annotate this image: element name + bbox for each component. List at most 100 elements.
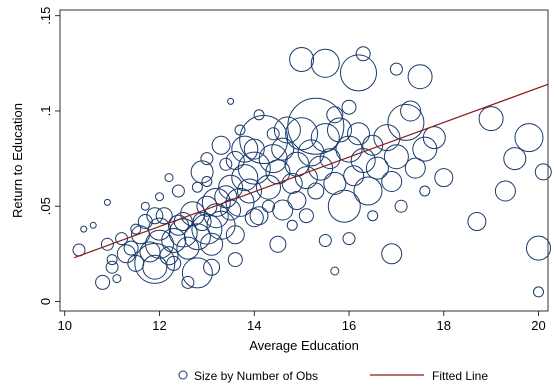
bubble-point [234,124,246,136]
x-axis-title: Average Education [249,338,359,353]
bubble-series [72,46,552,298]
bubble-point [227,97,235,105]
bubble-point [467,212,487,231]
bubble-point [106,254,118,266]
y-axis: 0 .05 .1 .15 [38,7,60,305]
bubble-point [343,165,365,187]
bubble-point [145,229,174,259]
x-tick-label: 10 [58,318,72,333]
bubble-point [244,208,264,228]
bubble-point [373,124,401,152]
x-tick-label: 16 [342,318,356,333]
bubble-point [155,192,164,202]
bubble-point [381,171,403,192]
bubble-point [367,210,379,222]
bubble-point [323,171,347,195]
bubble-point [225,225,245,245]
bubble-point [211,135,231,155]
bubble-point [190,160,214,184]
bubble-point [256,174,281,200]
bubble-point [533,286,544,298]
y-tick-label: .1 [38,106,53,117]
bubble-point [503,147,527,171]
bubble-point [294,166,318,190]
y-axis-title: Return to Education [10,103,25,218]
bubble-point [243,138,265,160]
bubble-point [307,182,325,200]
plot-frame [59,9,549,312]
bubble-point [203,203,229,229]
bubble-point [201,187,231,217]
bubble-point [253,109,265,121]
bubble-point [231,135,259,163]
legend-line-label: Fitted Line [432,369,488,383]
bubble-point [176,236,200,260]
y-tick-label: .15 [38,7,53,25]
bubble-point [404,157,426,179]
y-tick-label: .05 [38,197,53,215]
x-axis: 10 12 14 16 18 20 [58,311,546,333]
bubble-point [201,176,213,187]
legend: Size by Number of Obs Fitted Line [178,369,488,383]
bubble-point [269,235,287,253]
bubble-point [526,235,551,261]
bubble-point [249,206,269,226]
bubble-point [355,46,371,62]
bubble-point [262,199,275,213]
bubble-point [181,257,213,289]
bubble-point [327,117,352,143]
bubble-point [265,159,291,185]
bubble-point [494,180,516,202]
bubble-point [155,207,173,225]
bubble-point [112,274,122,284]
bubble-point [389,62,403,76]
bubble-point [164,173,174,183]
bubble-point [434,168,454,188]
bubble-point [181,275,195,289]
bubble-point [478,106,504,132]
bubble-point [196,195,218,217]
bubble-point [326,106,344,124]
bubble-point [95,274,111,290]
bubble-point [327,189,361,223]
bubble-point [171,184,185,198]
bubble-point [200,232,224,256]
bubble-point [266,127,280,141]
bubble-point [335,135,363,163]
bubble-point [285,117,319,151]
bubble-point [287,97,345,155]
bubble-point [387,103,425,141]
bubble-point [231,164,259,192]
bubble-point [534,163,552,181]
bubble-point [340,54,377,92]
bubble-point [200,152,214,166]
bubble-point [281,172,303,194]
bubble-point [146,207,164,225]
bubble-point [159,246,179,266]
bubble-point [80,225,88,233]
bubble-point [237,178,262,204]
bubble-point [365,156,389,180]
bubble-point [142,254,168,280]
bubble-point [258,144,288,174]
bubble-point [310,48,340,78]
legend-bubble-swatch [178,370,188,380]
bubble-point [191,213,223,245]
bubble-point [273,116,301,144]
y-tick-label: 0 [38,298,53,305]
plot-area [59,9,552,312]
bubble-point [237,151,271,185]
bubble-point [218,174,244,200]
bubble-point [134,242,176,284]
bubble-point [381,243,403,265]
bubble-point [271,137,295,161]
bubble-point [214,185,238,209]
bubble-point [123,240,139,256]
bubble-point [412,136,438,162]
bubble-point [330,266,340,276]
legend-bubble-label: Size by Number of Obs [194,369,318,383]
bubble-point [227,252,243,268]
bubble-point [103,198,111,206]
bubble-point [116,244,136,264]
